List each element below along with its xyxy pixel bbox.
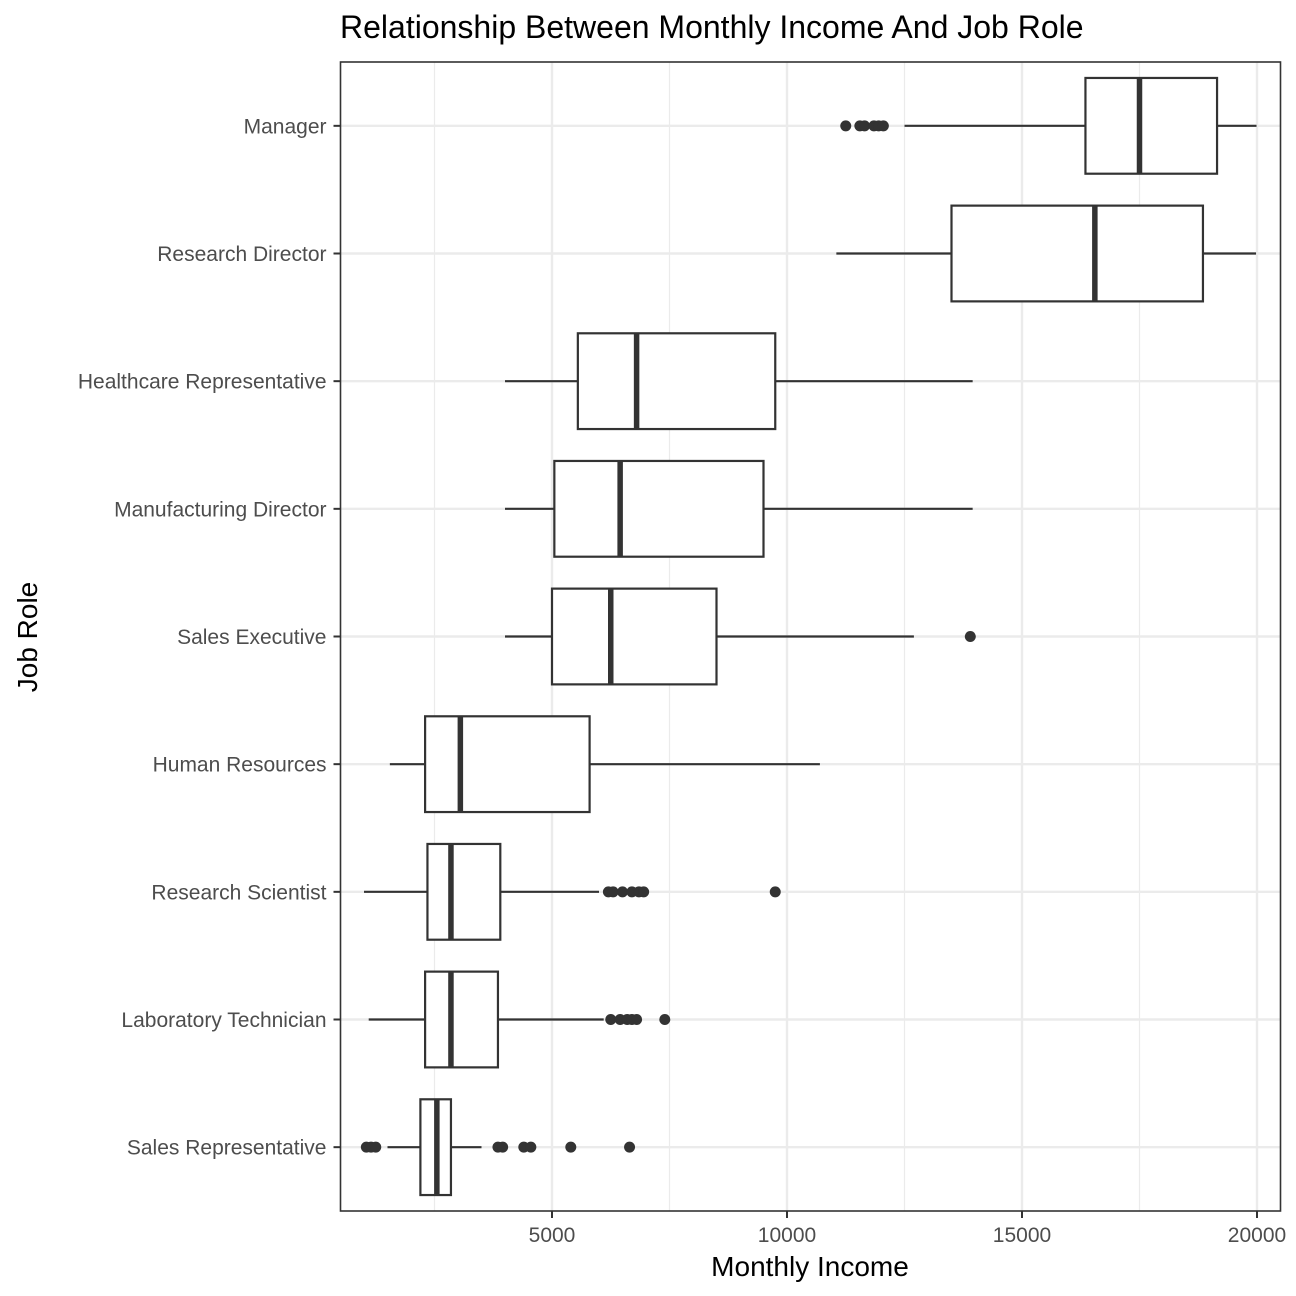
- y-tick-label-manufacturing-director: Manufacturing Director: [114, 498, 326, 521]
- x-tick-label: 15000: [993, 1224, 1051, 1247]
- outlier-point: [840, 120, 852, 132]
- outlier-point: [617, 886, 628, 898]
- x-axis: 5000 10000 15000 20000: [529, 1211, 1286, 1247]
- chart-title: Relationship Between Monthly Income And …: [340, 9, 1084, 45]
- outlier-point: [525, 1141, 537, 1153]
- y-tick-label-sales-representative: Sales Representative: [127, 1137, 327, 1160]
- box-iqr: [576, 332, 777, 431]
- box-group-healthcare-representative: [505, 332, 973, 431]
- outlier-point: [859, 120, 871, 132]
- y-axis: Manager Research Director Healthcare Repre…: [78, 115, 341, 1160]
- x-tick-label: 20000: [1228, 1224, 1286, 1247]
- box-group-research-director: [836, 204, 1257, 303]
- box-iqr: [424, 970, 500, 1069]
- box-iqr: [1084, 76, 1219, 175]
- box-iqr: [426, 842, 502, 941]
- y-tick-label-healthcare-representative: Healthcare Representative: [78, 371, 327, 394]
- outlier-point: [370, 1141, 382, 1153]
- outlier-point: [638, 886, 650, 898]
- box-iqr: [950, 204, 1205, 303]
- box-group-sales-representative: [360, 1098, 636, 1197]
- outlier-point: [497, 1141, 509, 1153]
- outlier-point: [659, 1014, 671, 1025]
- box-group-sales-executive: [505, 587, 976, 686]
- y-tick-label-research-scientist: Research Scientist: [151, 881, 326, 904]
- outlier-point: [769, 886, 781, 898]
- outlier-point: [631, 1014, 643, 1025]
- box-iqr: [550, 587, 718, 686]
- x-tick-label: 10000: [758, 1224, 816, 1247]
- y-tick-label-manager: Manager: [244, 115, 327, 138]
- y-tick-label-sales-executive: Sales Executive: [177, 626, 326, 649]
- box-layer: [360, 76, 1257, 1197]
- box-group-laboratory-technician: [368, 970, 671, 1069]
- outlier-point: [565, 1141, 577, 1153]
- box-group-research-scientist: [364, 842, 781, 941]
- outlier-point: [624, 1141, 636, 1153]
- outlier-point: [877, 120, 889, 132]
- box-group-human-resources: [389, 715, 820, 814]
- y-tick-label-laboratory-technician: Laboratory Technician: [121, 1009, 326, 1032]
- box-group-manager: [840, 76, 1257, 175]
- y-axis-title: Job Role: [12, 582, 43, 693]
- x-tick-label: 5000: [529, 1224, 576, 1247]
- box-group-manufacturing-director: [505, 459, 973, 558]
- outlier-point: [607, 886, 619, 898]
- y-tick-label-human-resources: Human Resources: [153, 754, 327, 777]
- outlier-point: [964, 631, 976, 642]
- box-iqr: [424, 715, 591, 814]
- y-tick-label-research-director: Research Director: [157, 243, 326, 266]
- box-iqr: [553, 459, 765, 558]
- x-axis-title: Monthly Income: [711, 1251, 909, 1282]
- outlier-point: [605, 1014, 617, 1025]
